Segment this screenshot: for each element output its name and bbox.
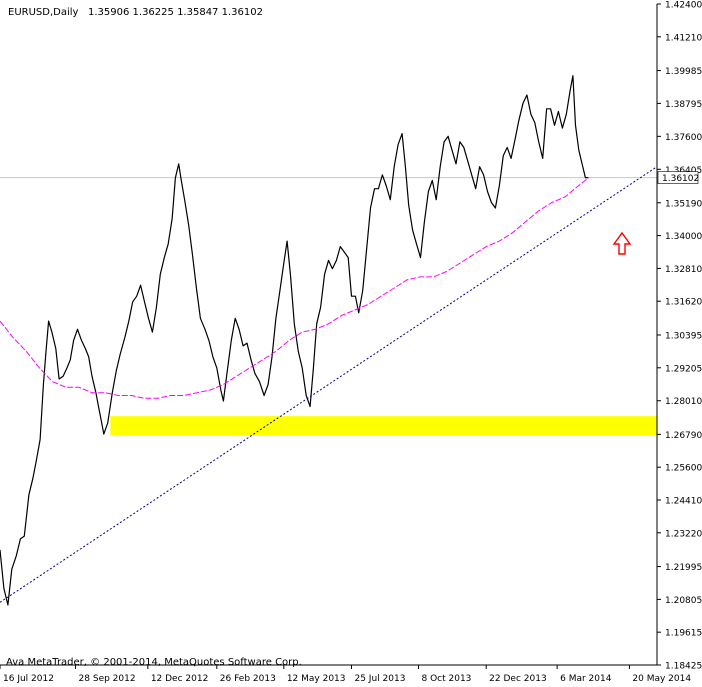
y-tick-label: 1.23220 bbox=[665, 529, 702, 539]
copyright-notice: Ava MetaTrader, © 2001-2014, MetaQuotes … bbox=[6, 657, 302, 668]
chart-symbol-label: EURUSD,Daily bbox=[8, 7, 79, 18]
y-tick-label: 1.39985 bbox=[665, 67, 702, 77]
y-tick-label: 1.42400 bbox=[665, 1, 702, 11]
x-tick-label: 12 May 2013 bbox=[287, 674, 346, 684]
x-tick-label: 12 Dec 2012 bbox=[151, 674, 209, 684]
y-tick-label: 1.24410 bbox=[665, 496, 702, 506]
up-arrow-icon bbox=[612, 231, 632, 255]
y-tick-label: 1.37600 bbox=[665, 133, 702, 143]
y-tick-label: 1.32810 bbox=[665, 265, 702, 275]
y-tick-label: 1.35190 bbox=[665, 199, 702, 209]
y-tick-label: 1.41210 bbox=[665, 33, 702, 43]
y-tick-label: 1.36405 bbox=[665, 166, 702, 176]
x-tick-label: 26 Feb 2013 bbox=[220, 674, 276, 684]
x-tick-label: 8 Oct 2013 bbox=[422, 674, 472, 684]
moving-average-line bbox=[0, 177, 590, 399]
x-tick-label: 25 Jul 2013 bbox=[354, 674, 405, 684]
x-tick-label: 22 Dec 2013 bbox=[489, 674, 547, 684]
current-price-label: 1.36102 bbox=[662, 174, 699, 184]
current-price-marker: 1.36102 bbox=[657, 171, 699, 184]
y-tick-label: 1.31620 bbox=[665, 298, 702, 308]
x-tick-label: 28 Sep 2012 bbox=[79, 674, 136, 684]
x-tick-label: 6 Mar 2014 bbox=[560, 674, 612, 684]
y-tick-label: 1.18425 bbox=[665, 662, 702, 672]
time-axis: 16 Jul 2012 28 Sep 2012 12 Dec 2012 26 Feb … bbox=[0, 664, 691, 684]
support-zone bbox=[110, 416, 658, 436]
trend-line bbox=[0, 166, 658, 603]
y-tick-label: 1.25600 bbox=[665, 464, 702, 474]
y-tick-label: 1.34000 bbox=[665, 232, 702, 242]
y-tick-label: 1.30395 bbox=[665, 331, 702, 341]
y-tick-label: 1.38795 bbox=[665, 100, 702, 110]
price-axis: 1.42400 1.41210 1.39985 1.38795 1.37600 1.364… bbox=[656, 1, 702, 672]
plot-area bbox=[0, 75, 658, 606]
y-tick-label: 1.28010 bbox=[665, 397, 702, 407]
price-line bbox=[0, 75, 589, 606]
x-tick-label: 16 Jul 2012 bbox=[3, 674, 54, 684]
y-tick-label: 1.26790 bbox=[665, 431, 702, 441]
y-tick-label: 1.19615 bbox=[665, 629, 702, 639]
y-tick-label: 1.21995 bbox=[665, 563, 702, 573]
x-tick-label: 20 May 2014 bbox=[632, 674, 691, 684]
y-tick-label: 1.20805 bbox=[665, 596, 702, 606]
chart-ohlc-values: 1.35906 1.36225 1.35847 1.36102 bbox=[88, 7, 263, 18]
y-tick-label: 1.29205 bbox=[665, 364, 702, 374]
